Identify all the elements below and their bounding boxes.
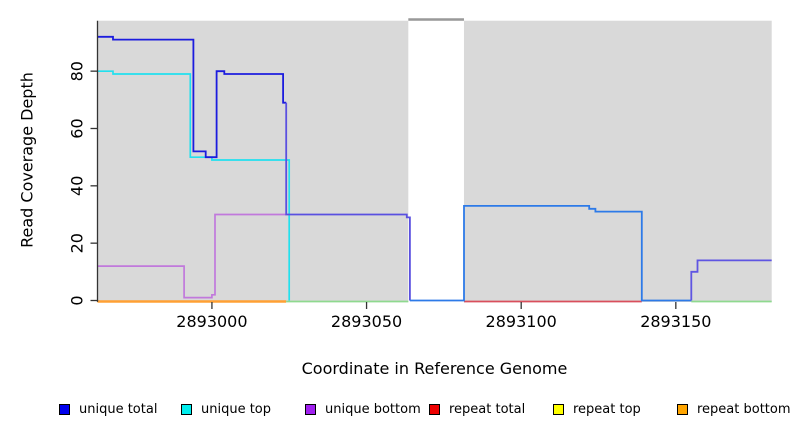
legend-swatch-icon xyxy=(305,404,316,415)
x-tick-label: 2893000 xyxy=(176,312,247,331)
legend-item-repeat-total: repeat total xyxy=(429,401,525,418)
legend-item-unique-top: unique top xyxy=(181,401,271,418)
x-tick-label: 2893050 xyxy=(331,312,402,331)
unique-total-line-3 xyxy=(690,259,772,301)
legend-label: unique top xyxy=(201,402,272,417)
legend-swatch-icon xyxy=(553,404,564,415)
legend-swatch-icon xyxy=(429,404,440,415)
y-tick-label: 0 xyxy=(68,295,87,305)
legend-item-unique-bottom: unique bottom xyxy=(305,401,421,418)
y-tick-label: 40 xyxy=(68,176,87,196)
unique-bottom-line-0 xyxy=(97,213,287,299)
legend-swatch-icon xyxy=(677,404,688,415)
unique-top-line-0 xyxy=(97,70,291,301)
y-tick-label: 60 xyxy=(67,118,86,138)
legend-label: repeat total xyxy=(449,402,526,417)
legend-label: unique total xyxy=(79,402,158,417)
unique-total-line-0 xyxy=(97,35,287,159)
legend-item-repeat-bottom: repeat bottom xyxy=(677,401,791,418)
x-tick-label: 2893150 xyxy=(640,312,711,331)
masked-region xyxy=(408,20,464,302)
legend-swatch-icon xyxy=(181,404,192,415)
x-axis-title: Coordinate in Reference Genome xyxy=(301,359,568,378)
legend-label: repeat top xyxy=(573,402,641,417)
x-tick-label: 2893100 xyxy=(486,312,557,331)
legend-label: unique bottom xyxy=(325,402,421,417)
y-tick-label: 80 xyxy=(67,61,86,81)
legend-label: repeat bottom xyxy=(697,402,791,417)
y-axis-title: Read Coverage Depth xyxy=(17,72,37,248)
legend-swatch-icon xyxy=(59,404,70,415)
unique-total-line-1 xyxy=(285,102,411,301)
y-tick-label: 20 xyxy=(67,233,86,253)
legend-item-repeat-top: repeat top xyxy=(553,401,641,418)
unique-total-line-2 xyxy=(409,204,692,302)
legend-item-unique-total: unique total xyxy=(59,401,157,418)
